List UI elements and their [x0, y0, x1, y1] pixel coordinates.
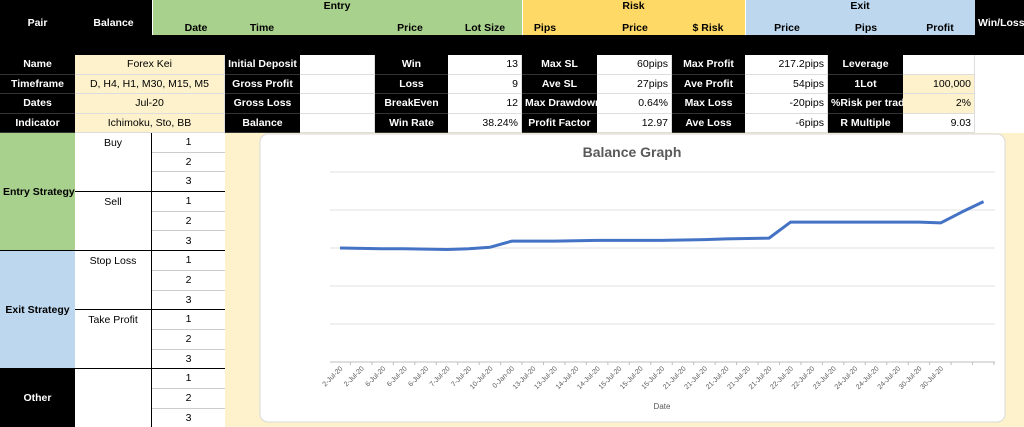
column-header: Pips [854, 22, 878, 34]
column-header: Date [184, 22, 208, 34]
info-value: 13 [448, 55, 522, 75]
group-header [152, 0, 522, 35]
info-label: Ave Profit [672, 74, 745, 94]
info-label: %Risk per trade [828, 94, 903, 114]
black-band [0, 35, 1024, 55]
info-label: Dates [0, 94, 75, 114]
info-label: Timeframe [0, 74, 75, 94]
chart-title: Balance Graph [583, 144, 682, 160]
info-value: Jul-20 [75, 94, 225, 114]
info-label: Leverage [828, 55, 903, 75]
step-number: 1 [152, 133, 225, 153]
info-value: 217.2pips [745, 55, 828, 75]
info-label: Name [0, 55, 75, 75]
section-title: Exit Strategy [0, 251, 75, 370]
info-label: Win Rate [375, 113, 448, 133]
step-number: 1 [152, 369, 225, 390]
info-label: Loss [375, 74, 448, 94]
header-pair: Pair [0, 0, 75, 35]
step-number: 2 [152, 330, 225, 350]
step-number: 1 [152, 310, 225, 330]
info-label: Balance [225, 113, 300, 133]
group-name: Take Profit [75, 310, 152, 370]
step-number: 2 [152, 271, 225, 291]
info-label: Gross Loss [225, 94, 300, 114]
info-label: Profit Factor [522, 113, 597, 133]
step-number: 1 [152, 251, 225, 271]
info-value: 27pips [597, 74, 672, 94]
info-label: Ave Loss [672, 113, 745, 133]
column-header: $ Risk [692, 22, 724, 34]
info-label: 1Lot [828, 74, 903, 94]
step-number: 3 [152, 291, 225, 311]
info-value: 38.24% [448, 113, 522, 133]
group-name: Sell [75, 192, 152, 252]
info-value: D, H4, H1, M30, M15, M5 [75, 74, 225, 94]
header-win-loss: Win/Loss [975, 0, 1024, 35]
info-value: 12 [448, 94, 522, 114]
balance-line [339, 200, 985, 252]
step-number: 3 [152, 350, 225, 370]
info-label: R Multiple [828, 113, 903, 133]
group-title: Risk [622, 0, 645, 12]
info-label: Max SL [522, 55, 597, 75]
column-header: Lot Size [464, 22, 506, 34]
info-value: 9.03 [903, 113, 975, 133]
info-label: Initial Deposit [225, 55, 300, 75]
group-name [75, 369, 152, 427]
info-value: -6pips [745, 113, 828, 133]
info-label: Ave SL [522, 74, 597, 94]
step-number: 1 [152, 192, 225, 212]
column-header: Pips [533, 22, 557, 34]
group-title: Entry [323, 0, 351, 12]
column-header: Profit [926, 22, 954, 34]
info-value: Ichimoku, Sto, BB [75, 113, 225, 133]
column-header: Price [397, 22, 423, 34]
column-header: Price [774, 22, 800, 34]
chart-panel [259, 133, 1006, 423]
info-value: 54pips [745, 74, 828, 94]
column-header: Time [249, 22, 275, 34]
info-label: Indicator [0, 113, 75, 133]
step-number: 3 [152, 232, 225, 252]
step-number: 3 [152, 172, 225, 193]
info-value [300, 94, 375, 114]
step-number: 2 [152, 212, 225, 232]
info-value [903, 55, 975, 75]
info-value: -20pips [745, 94, 828, 114]
x-axis-label: Date [654, 402, 671, 411]
info-label: BreakEven [375, 94, 448, 114]
group-name: Buy [75, 133, 152, 193]
info-label: Max Drawdown [522, 94, 597, 114]
info-value: 0.64% [597, 94, 672, 114]
group-header [745, 0, 975, 35]
section-title: Other [0, 369, 75, 427]
step-number: 3 [152, 409, 225, 427]
header-balance: Balance [75, 0, 152, 35]
section-title: Entry Strategy [0, 133, 75, 252]
group-header [522, 0, 745, 35]
info-value: 2% [903, 94, 975, 114]
info-value [300, 113, 375, 133]
group-name: Stop Loss [75, 251, 152, 311]
info-value: 60pips [597, 55, 672, 75]
info-label: Win [375, 55, 448, 75]
info-label: Gross Profit [225, 74, 300, 94]
step-number: 2 [152, 153, 225, 173]
column-header: Price [622, 22, 648, 34]
info-label: Max Loss [672, 94, 745, 114]
info-value: 9 [448, 74, 522, 94]
group-title: Exit [850, 0, 870, 12]
info-value: 100,000 [903, 74, 975, 94]
info-value [300, 55, 375, 75]
step-number: 2 [152, 389, 225, 409]
info-label: Max Profit [672, 55, 745, 75]
info-value: Forex Kei [75, 55, 225, 75]
info-value [300, 74, 375, 94]
info-value: 12.97 [597, 113, 672, 133]
